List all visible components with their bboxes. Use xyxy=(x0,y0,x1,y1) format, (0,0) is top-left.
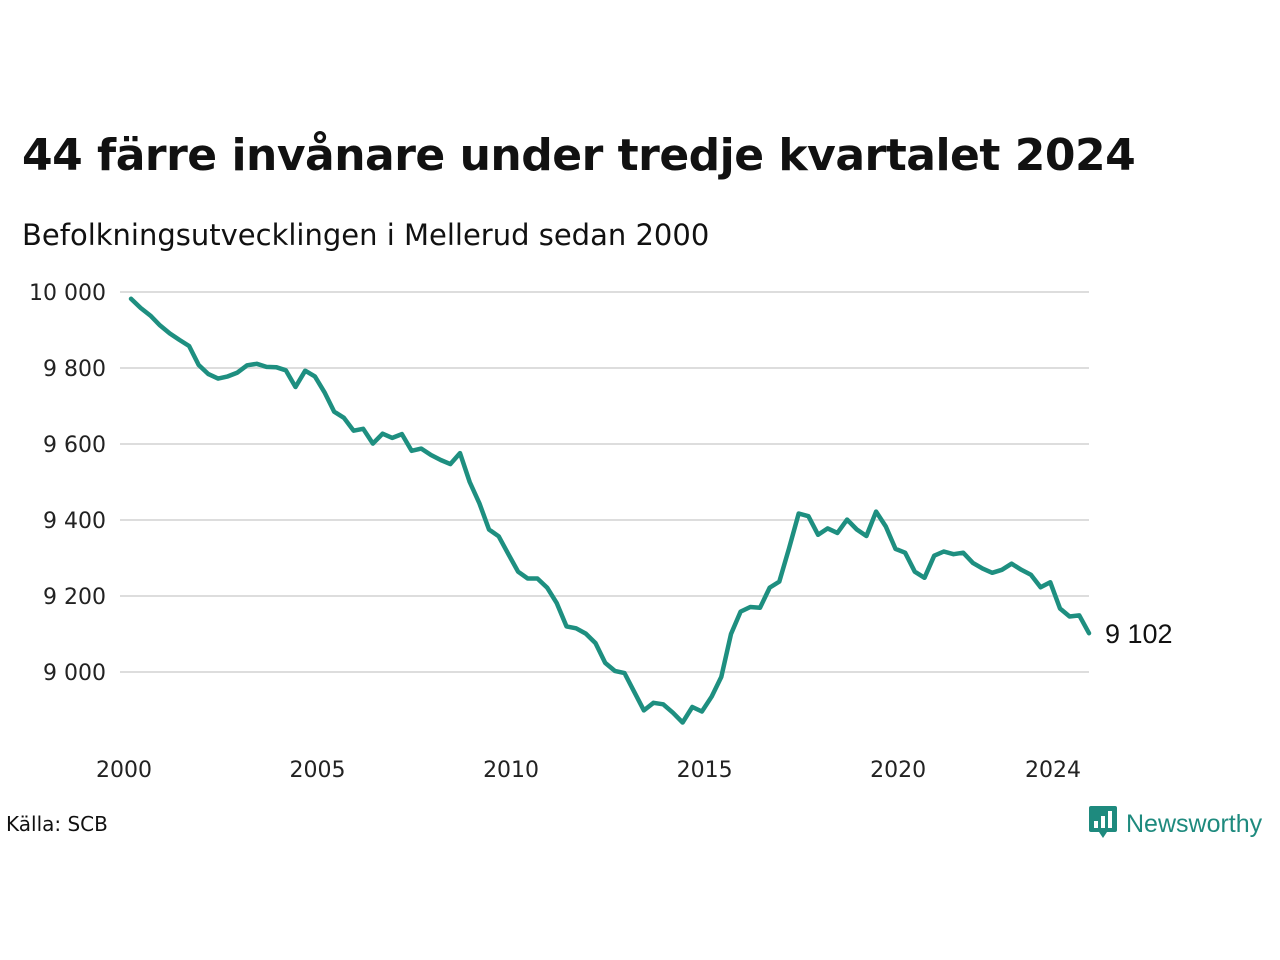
grid-lines xyxy=(120,291,1089,673)
annotation-layer: 9 102 xyxy=(1105,619,1173,649)
bar-chart-logo-icon xyxy=(1088,804,1118,844)
y-tick-label: 9 200 xyxy=(43,585,106,610)
x-tick-label: 2020 xyxy=(870,758,926,783)
x-tick-label: 2010 xyxy=(483,758,539,783)
brand-name: Newsworthy xyxy=(1126,809,1263,838)
x-tick-label: 2005 xyxy=(290,758,346,783)
y-tick-label: 10 000 xyxy=(29,281,106,306)
chart-title: 44 färre invånare under tredje kvartalet… xyxy=(22,130,1136,181)
y-axis-tick-labels: 10 000 9 800 9 600 9 400 9 200 9 000 xyxy=(29,281,106,686)
brand-logo[interactable]: Newsworthy xyxy=(1088,804,1262,844)
y-tick-label: 9 600 xyxy=(43,433,106,458)
source-note: Källa: SCB xyxy=(6,812,108,836)
x-axis-tick-labels: 2000 2005 2010 2015 2020 2024 xyxy=(96,758,1081,783)
x-tick-label: 2015 xyxy=(677,758,733,783)
y-tick-label: 9 400 xyxy=(43,509,106,534)
x-tick-label: 2024 xyxy=(1025,758,1081,783)
end-value-label: 9 102 xyxy=(1105,619,1173,649)
y-tick-label: 9 000 xyxy=(43,661,106,686)
x-tick-label: 2000 xyxy=(96,758,152,783)
y-tick-label: 9 800 xyxy=(43,357,106,382)
chart-subtitle: Befolkningsutvecklingen i Mellerud sedan… xyxy=(22,218,710,252)
series-layer xyxy=(128,296,1092,725)
population-line xyxy=(128,296,1092,725)
